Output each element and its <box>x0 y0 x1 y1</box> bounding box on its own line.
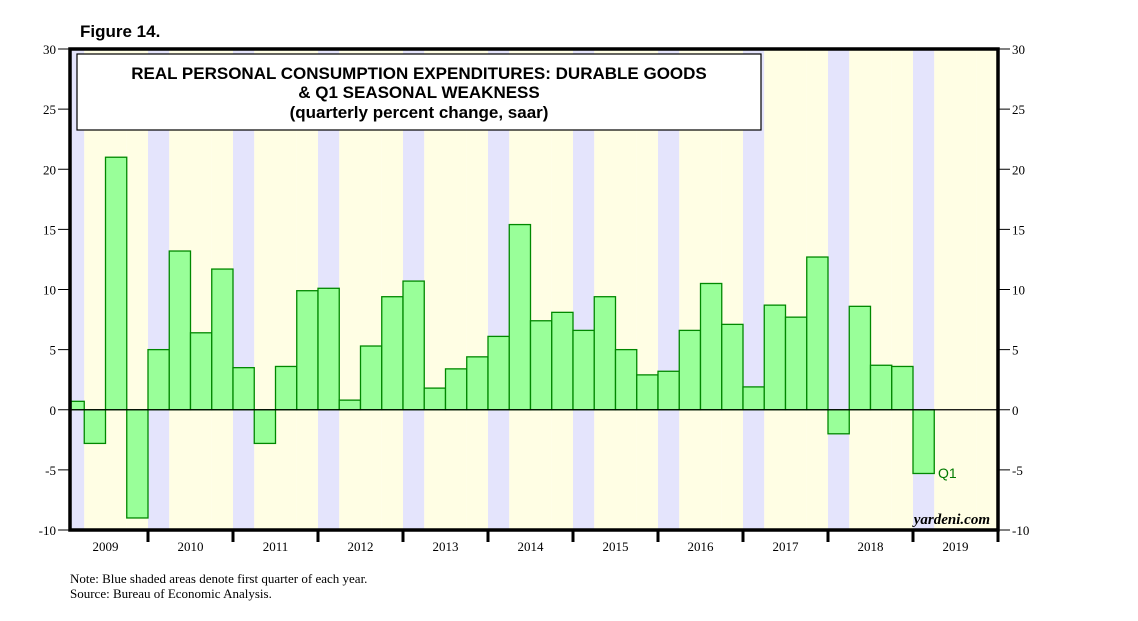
bar-2015Q1 <box>572 329 595 411</box>
title-box <box>76 53 762 131</box>
bar-2018Q4 <box>891 365 914 411</box>
y-tick-label-left: -5 <box>45 463 56 478</box>
bar-2013Q1 <box>402 280 425 411</box>
y-tick-label-left: 20 <box>43 162 56 177</box>
source-line: Source: Bureau of Economic Analysis. <box>70 586 272 601</box>
y-tick-label-right: 20 <box>1012 162 1025 177</box>
bar-2009Q3 <box>104 156 128 411</box>
y-tick-label-left: -10 <box>39 523 56 538</box>
bar-2010Q2 <box>168 250 192 411</box>
bar-2013Q4 <box>466 356 489 411</box>
bar-2010Q3 <box>189 332 213 411</box>
bars <box>70 156 935 519</box>
x-tick-label: 2009 <box>93 539 119 554</box>
bar-2016Q3 <box>699 282 723 411</box>
x-tick-label: 2015 <box>603 539 629 554</box>
bar-2011Q3 <box>274 365 298 411</box>
bar-2015Q2 <box>593 296 617 411</box>
quarter-band <box>764 49 786 530</box>
bar-2014Q2 <box>508 223 532 411</box>
x-tick-label: 2014 <box>518 539 545 554</box>
x-tick-label: 2010 <box>178 539 204 554</box>
bar-2013Q3 <box>444 368 468 411</box>
bar-2009Q1 <box>70 400 85 411</box>
bar-2010Q4 <box>211 268 234 411</box>
x-tick-label: 2018 <box>858 539 884 554</box>
bar-2016Q4 <box>721 323 744 411</box>
bar-2011Q1 <box>232 367 255 411</box>
quarter-band <box>934 49 956 530</box>
quarter-band <box>976 49 998 530</box>
x-tick-label: 2012 <box>348 539 374 554</box>
bar-2018Q3 <box>869 364 893 411</box>
y-tick-label-right: -5 <box>1012 463 1023 478</box>
y-tick-label-left: 10 <box>43 283 56 298</box>
bar-2012Q2 <box>338 399 362 411</box>
x-tick-label: 2016 <box>688 539 715 554</box>
chart-title: REAL PERSONAL CONSUMPTION EXPENDITURES: … <box>131 64 707 83</box>
bar-2015Q3 <box>614 348 638 411</box>
bar-2012Q4 <box>381 296 404 411</box>
quarter-band <box>785 49 807 530</box>
bar-2013Q2 <box>423 387 447 411</box>
bar-2017Q1 <box>742 386 765 411</box>
bar-2019Q1 <box>912 409 935 475</box>
bar-2014Q3 <box>529 320 553 411</box>
y-tick-label-right: 5 <box>1012 343 1019 358</box>
figure-label: Figure 14. <box>80 22 160 41</box>
q1-annotation: Q1 <box>938 465 957 481</box>
bar-2015Q4 <box>636 374 659 411</box>
bar-2014Q1 <box>487 335 510 411</box>
x-tick-label: 2011 <box>263 539 289 554</box>
x-tick-label: 2017 <box>773 539 800 554</box>
note-line: Note: Blue shaded areas denote first qua… <box>70 571 367 586</box>
y-tick-label-right: 30 <box>1012 42 1025 57</box>
bar-2018Q1 <box>827 409 850 435</box>
bar-2009Q2 <box>83 409 107 445</box>
bar-2016Q2 <box>678 329 702 411</box>
y-tick-label-left: 5 <box>50 343 57 358</box>
q1-band <box>828 49 850 530</box>
bar-2012Q1 <box>317 287 340 411</box>
bar-2009Q4 <box>126 409 149 519</box>
x-tick-label: 2013 <box>433 539 459 554</box>
y-tick-label-left: 30 <box>43 42 56 57</box>
bar-2014Q4 <box>551 311 574 411</box>
y-tick-label-right: 10 <box>1012 283 1025 298</box>
y-tick-label-right: -10 <box>1012 523 1029 538</box>
bar-2010Q1 <box>147 348 170 411</box>
y-axis: -10 -10 -5 -5 0 0 5 5 10 10 15 15 20 20 25 25 30 30 <box>39 42 1030 538</box>
x-axis: 2009 2010 2011 2012 2013 2014 2015 2016 2017 2018… <box>93 530 1000 554</box>
y-tick-label-right: 0 <box>1012 403 1019 418</box>
bar-2018Q2 <box>848 305 872 411</box>
y-tick-label-right: 15 <box>1012 222 1025 237</box>
bar-2011Q2 <box>253 409 277 445</box>
bar-2017Q3 <box>784 316 808 411</box>
quarter-band <box>849 49 871 530</box>
quarter-band <box>870 49 892 530</box>
watermark: yardeni.com <box>912 512 990 528</box>
bar-2017Q4 <box>806 256 829 411</box>
bar-2017Q2 <box>763 304 787 411</box>
y-tick-label-left: 25 <box>43 102 56 117</box>
chart-subtitle: (quarterly percent change, saar) <box>290 103 549 122</box>
bar-2012Q3 <box>359 345 383 411</box>
y-tick-label-left: 15 <box>43 222 56 237</box>
y-tick-label-right: 25 <box>1012 102 1025 117</box>
chart-title-line2: & Q1 SEASONAL WEAKNESS <box>298 83 540 102</box>
x-tick-label: 2019 <box>943 539 969 554</box>
bar-2011Q4 <box>296 290 319 411</box>
bar-2016Q1 <box>657 370 680 411</box>
quarter-band <box>891 49 913 530</box>
quarter-band <box>955 49 977 530</box>
y-tick-label-left: 0 <box>50 403 57 418</box>
